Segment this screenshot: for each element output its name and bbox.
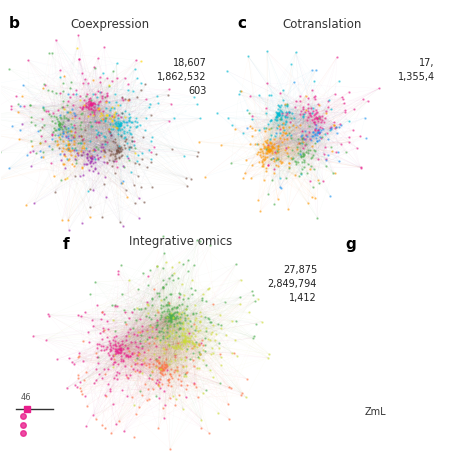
Text: 18,607
1,862,532
603: 18,607 1,862,532 603 [157,58,206,96]
Text: b: b [9,16,19,30]
Text: g: g [346,237,356,252]
Text: c: c [237,16,246,30]
Text: ZmL: ZmL [364,407,386,417]
Text: Cotranslation: Cotranslation [282,18,362,31]
Text: Coexpression: Coexpression [70,18,149,31]
Text: 46: 46 [20,393,31,402]
Text: f: f [63,237,69,252]
Text: 27,875
2,849,794
1,412: 27,875 2,849,794 1,412 [268,265,317,303]
Text: 17,
1,355,4: 17, 1,355,4 [398,58,435,82]
Text: Integrative omics: Integrative omics [129,235,232,247]
